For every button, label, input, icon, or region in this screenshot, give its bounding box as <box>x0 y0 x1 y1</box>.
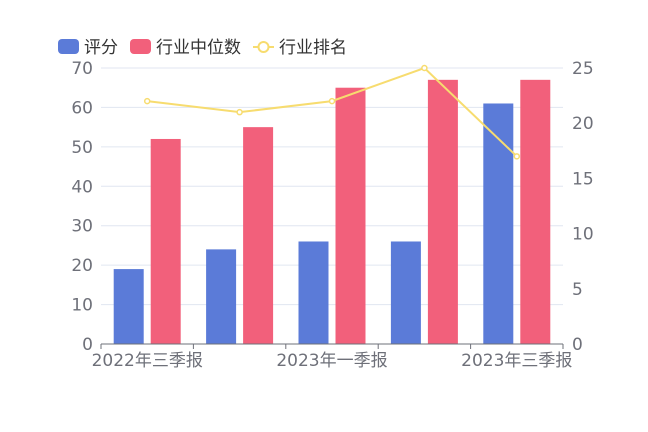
bar-industry-median <box>150 138 181 344</box>
line-point <box>421 64 428 72</box>
y-right-tick-label: 25 <box>572 59 594 79</box>
legend-label: 行业排名 <box>279 38 347 58</box>
y-right-tick-label: 10 <box>572 225 594 245</box>
bar-score <box>113 269 144 344</box>
y-left-tick-label: 40 <box>71 177 93 197</box>
y-left-tick-label: 20 <box>71 256 93 276</box>
y-right-tick-label: 15 <box>572 169 594 189</box>
bar-series <box>113 79 551 345</box>
y-left-tick-label: 10 <box>71 296 93 316</box>
y-right-tick-label: 5 <box>572 280 583 300</box>
legend-swatch <box>130 39 151 54</box>
y-left-tick-label: 60 <box>71 98 93 118</box>
line-point <box>143 97 151 105</box>
legend-swatch <box>58 39 79 54</box>
legend-item-industry-median[interactable]: 行业中位数 <box>130 38 241 58</box>
y-right-tick-label: 20 <box>572 114 594 134</box>
x-tick-label: 2023年一季报 <box>276 351 387 371</box>
x-tick-label: 2023年三季报 <box>461 351 572 371</box>
x-tick-label: 2022年三季报 <box>92 351 203 371</box>
line-series <box>143 64 521 160</box>
legend: 评分 行业中位数 行业排名 <box>58 38 347 58</box>
line-point <box>513 153 521 160</box>
bar-score <box>483 103 514 344</box>
bar-industry-median <box>335 87 366 344</box>
bar-score <box>206 249 237 344</box>
line-industry-rank <box>147 66 518 158</box>
y-left-tick-label: 0 <box>82 335 93 355</box>
legend-item-score[interactable]: 评分 <box>58 38 118 58</box>
legend-label: 评分 <box>84 38 118 58</box>
bar-score <box>390 241 421 344</box>
bar-industry-median <box>243 127 274 345</box>
legend-swatch-marker <box>257 41 270 53</box>
y-left-tick-label: 70 <box>71 59 93 79</box>
legend-item-industry-rank[interactable]: 行业排名 <box>253 38 347 58</box>
bar-industry-median <box>427 79 458 344</box>
y-left-tick-label: 30 <box>71 217 93 237</box>
bar-score <box>298 241 329 344</box>
bar-industry-median <box>520 79 551 344</box>
axes: 0 10 20 30 40 50 60 70 0 5 10 15 20 25 2022年三季报 2023年一季… <box>71 59 593 371</box>
y-left-tick-label: 50 <box>71 138 93 158</box>
legend-label: 行业中位数 <box>156 38 241 58</box>
y-right-tick-label: 0 <box>572 335 583 355</box>
line-point <box>328 97 336 105</box>
line-point <box>236 108 243 116</box>
